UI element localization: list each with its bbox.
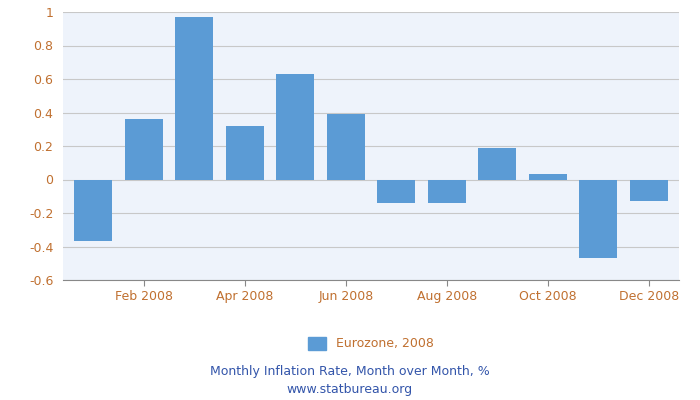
Text: Monthly Inflation Rate, Month over Month, %: Monthly Inflation Rate, Month over Month… <box>210 366 490 378</box>
Bar <box>630 180 668 201</box>
Bar <box>377 180 415 203</box>
Bar <box>528 174 567 180</box>
Bar <box>74 180 112 242</box>
Bar <box>428 180 466 203</box>
Bar <box>175 17 214 180</box>
Bar <box>580 180 617 258</box>
Bar <box>125 119 162 180</box>
Bar <box>327 114 365 180</box>
Bar <box>478 148 516 180</box>
Legend: Eurozone, 2008: Eurozone, 2008 <box>302 332 440 356</box>
Bar <box>276 74 314 180</box>
Bar <box>226 126 264 180</box>
Text: www.statbureau.org: www.statbureau.org <box>287 384 413 396</box>
